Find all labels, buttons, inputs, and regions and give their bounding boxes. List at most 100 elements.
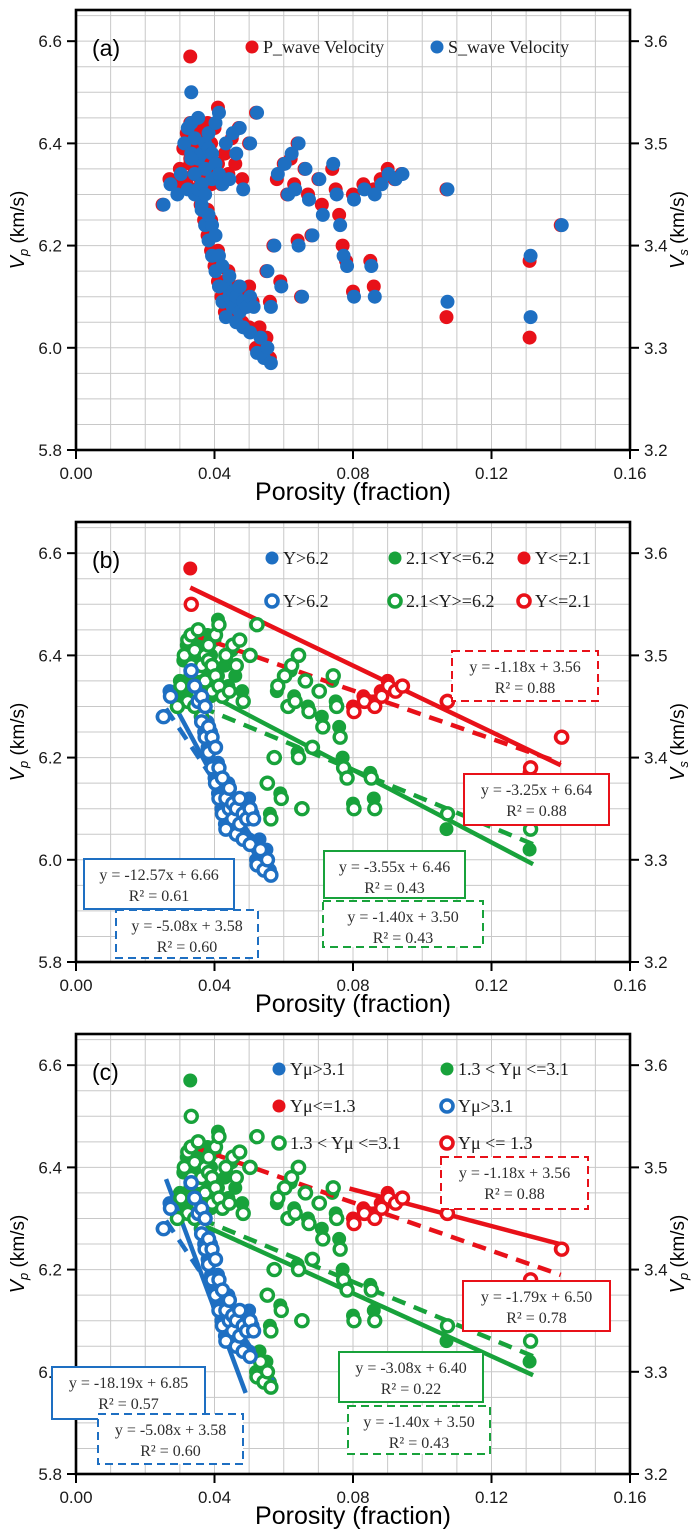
legend-item: Y>6.2 (264, 591, 329, 611)
data-points (155, 561, 568, 878)
point-open-blue (245, 811, 262, 827)
point-open-blue (259, 852, 276, 868)
point-p-wave (366, 279, 381, 294)
point-s-wave (260, 264, 275, 279)
point-open-red (394, 1190, 411, 1206)
point-open-green (294, 1312, 310, 1329)
point-filled-green (183, 1073, 198, 1088)
point-filled-red (183, 561, 198, 576)
trendline-green-dashed (179, 1208, 534, 1359)
legend-label: Y<=2.1 (535, 591, 591, 611)
tick-label-right: 3.2 (644, 441, 668, 460)
point-s-wave (253, 330, 268, 345)
equation-box: y = -1.79x + 6.50 R² = 0.78 (462, 1280, 611, 1332)
legend-item: 2.1<Y<=6.2 (388, 548, 494, 568)
point-open-green (346, 1312, 362, 1329)
data-points (155, 49, 569, 371)
equation-box-rect (347, 1405, 491, 1455)
legend-item: Yμ>3.1 (439, 1096, 513, 1116)
equation-text: y = -1.18x + 3.56 (459, 1165, 570, 1182)
equation-box: y = -3.55x + 6.46 R² = 0.43 (323, 850, 466, 899)
point-open-green (439, 1318, 456, 1334)
legend-item: Y<=2.1 (517, 548, 591, 568)
r-squared-text: R² = 0.43 (364, 880, 425, 897)
tick-label-left: 6.0 (38, 339, 62, 358)
point-s-wave (364, 259, 379, 274)
point-open-green (221, 683, 238, 699)
grid (76, 10, 630, 450)
equation-box-rect (463, 773, 610, 826)
point-open-green (315, 1231, 331, 1247)
equation-box-rect (338, 1351, 484, 1403)
equation-box: y = -12.57x + 6.66 R² = 0.61 (83, 858, 235, 910)
point-s-wave (198, 161, 213, 176)
point-p-wave (235, 172, 250, 187)
legend-item: Yμ<=1.3 (272, 1096, 355, 1116)
tick-label-left: 6.0 (38, 851, 62, 870)
equation-box: y = -1.40x + 3.50 R² = 0.43 (322, 900, 484, 948)
legend-marker-open-blue (264, 593, 280, 609)
panel-a-chart: 6.6 6.4 6.2 6.0 5.8 3.6 3.5 3.4 3.3 3.2 0.00 0.04 0.… (7, 8, 691, 506)
point-s-wave (243, 136, 258, 151)
tick-label-right: 3.2 (644, 953, 668, 972)
legend-marker-red (517, 551, 531, 565)
legend-label: Yμ <= 1.3 (458, 1133, 532, 1153)
equation-text: y = -3.55x + 6.46 (339, 859, 450, 876)
panel-tag: (c) (92, 1059, 119, 1085)
y-axis-title-right: Vp (km/s) (667, 1215, 691, 1294)
point-open-green (301, 1215, 317, 1232)
point-open-green (311, 683, 328, 699)
point-open-green (228, 657, 244, 674)
legend-label: 1.3 < Yμ <=3.1 (458, 1059, 569, 1079)
equation-text: y = -3.25x + 6.64 (481, 782, 592, 799)
point-s-wave (440, 182, 455, 197)
tick-label-right: 3.4 (644, 1261, 668, 1280)
tick-label-left: 5.8 (38, 1465, 62, 1484)
tick-label-right: 3.4 (644, 237, 668, 256)
equation-text: y = -12.57x + 6.66 (99, 867, 218, 884)
point-open-red (346, 1215, 362, 1232)
r-squared-text: R² = 0.60 (140, 1443, 201, 1460)
equation-box-rect (451, 650, 599, 702)
point-open-green (232, 1144, 248, 1160)
point-open-green (169, 1210, 186, 1227)
point-p-wave (314, 197, 329, 212)
r-squared-text: R² = 0.60 (157, 939, 218, 956)
point-s-wave (267, 238, 282, 253)
point-open-blue (242, 1348, 258, 1365)
tick-label-right: 3.5 (644, 134, 668, 153)
equation-box-rect (323, 850, 466, 899)
point-s-wave (554, 218, 569, 233)
tick-label-bottom: 0.08 (336, 1488, 369, 1507)
x-axis-title: Porosity (fraction) (255, 1502, 451, 1530)
equation-box-rect (462, 1280, 611, 1332)
y-axis-title-left: Vp (km/s) (7, 191, 31, 270)
point-open-green (221, 1195, 238, 1211)
legend-item: 2.1<Y>=6.2 (387, 591, 494, 611)
point-open-green (290, 1159, 307, 1176)
equation-text: y = -5.08x + 3.58 (115, 1422, 226, 1439)
tick-label-bottom: 0.12 (475, 464, 508, 483)
point-open-green (290, 749, 307, 766)
point-s-wave (156, 197, 171, 212)
equation-box-rect (115, 909, 259, 959)
point-open-red (374, 688, 390, 704)
point-s-wave (523, 310, 538, 325)
point-s-wave (367, 187, 382, 202)
tick-label-right: 3.5 (644, 646, 668, 665)
tick-label-left: 6.6 (38, 544, 62, 563)
point-open-green (287, 693, 303, 710)
trendline-green-solid (178, 1212, 534, 1378)
tick-label-bottom: 0.04 (198, 976, 231, 995)
point-open-blue (162, 688, 179, 704)
axis-ticks: 6.6 6.4 6.2 6.0 5.8 3.6 3.5 3.4 3.3 3.2 0.00 0.04 0.… (38, 32, 667, 483)
point-s-wave (340, 259, 355, 274)
point-s-wave (173, 167, 188, 182)
point-open-blue (155, 1221, 172, 1237)
tick-label-bottom: 0.16 (613, 976, 646, 995)
tick-label-right: 3.3 (644, 851, 668, 870)
open-points (155, 1108, 570, 1395)
point-open-blue (232, 1302, 248, 1319)
point-s-wave (201, 126, 216, 141)
point-open-green (235, 1205, 251, 1222)
